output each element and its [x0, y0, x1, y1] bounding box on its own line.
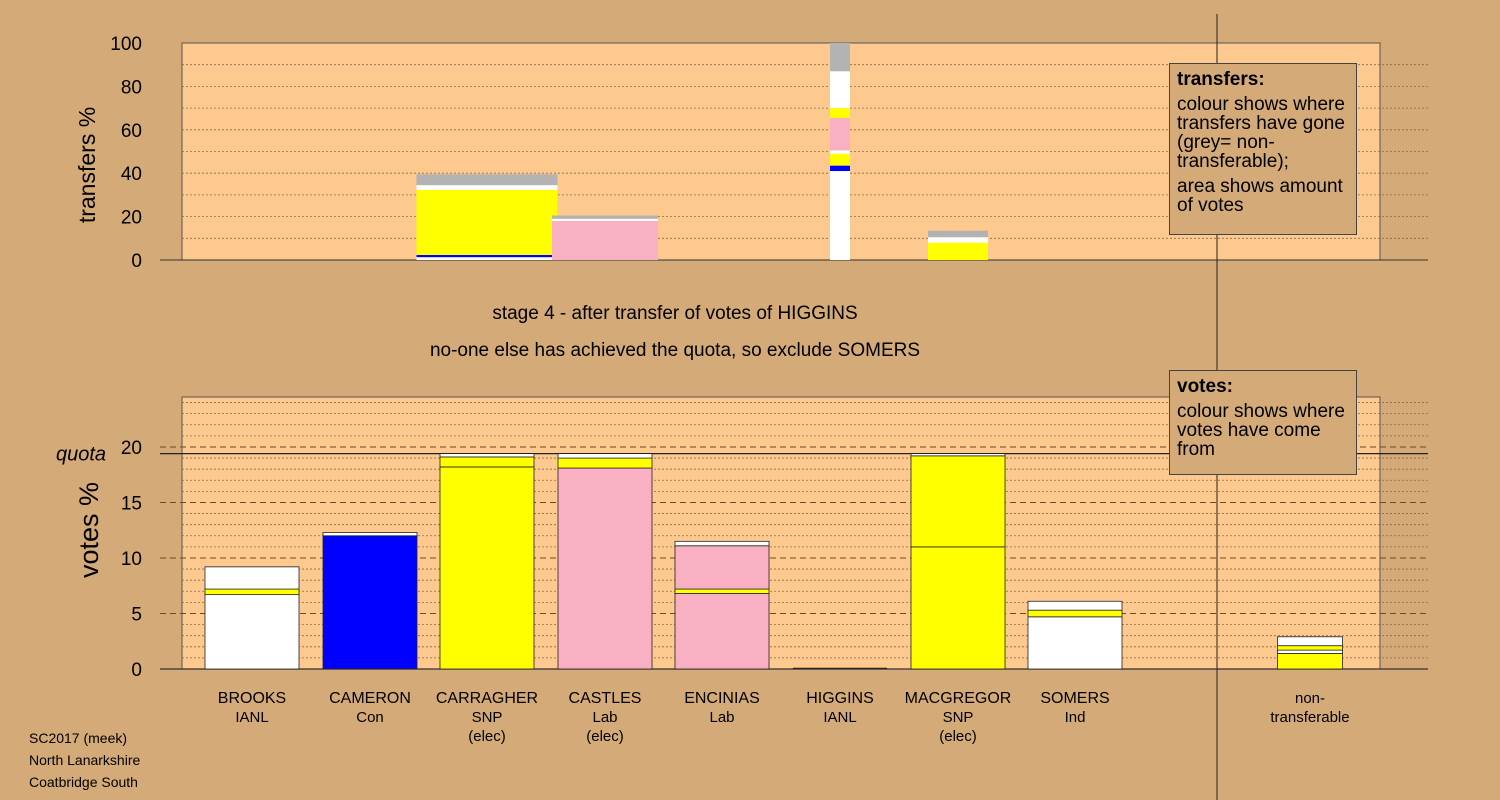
- transfer-bar-segment-higgins: [830, 108, 850, 118]
- quota-label: quota: [56, 444, 106, 466]
- credit-line-1: SC2017 (meek): [29, 730, 128, 746]
- transfer-bar-segment-higgins: [830, 117, 850, 151]
- vote-bar-segment-encinias: [674, 593, 770, 670]
- vote-bar-segment-somers: [1027, 600, 1123, 611]
- vote-bar-segment-castles: [557, 453, 653, 459]
- vote-bar-segment-castles: [557, 457, 653, 469]
- vote-bar-segment-macgregor: [910, 546, 1006, 670]
- category-label-cameron: CAMERON: [329, 690, 411, 707]
- category-label-cameron: Con: [356, 709, 384, 726]
- vote-bar-segment-brooks: [204, 594, 300, 670]
- vote-bar-segment-brooks: [204, 566, 300, 590]
- category-label-non-transferable: transferable: [1270, 709, 1349, 726]
- vote-bar-segment-brooks: [204, 588, 300, 596]
- category-label-non-transferable: non-: [1295, 690, 1325, 707]
- transfer-bar-segment-higgins: [830, 150, 850, 154]
- category-label-somers: SOMERS: [1040, 690, 1109, 707]
- top-y-axis-label: transfers %: [74, 107, 100, 223]
- vote-bar-segment-somers: [1027, 609, 1123, 618]
- category-label-somers: Ind: [1065, 709, 1086, 726]
- vote-bar-segment-non-transferable: [1277, 649, 1343, 654]
- vote-bar-segment-encinias: [674, 540, 770, 547]
- bottom-y-tick-label: 0: [131, 660, 142, 681]
- category-label-castles: Lab: [592, 709, 617, 726]
- category-label-castles: (elec): [586, 728, 624, 745]
- transfer-bar-segment-higgins: [830, 171, 850, 260]
- category-label-macgregor: SNP: [943, 709, 974, 726]
- transfer-bar-segment-higgins: [830, 43, 850, 72]
- legend-transfers-text2: area shows amount of votes: [1177, 176, 1343, 216]
- category-label-carragher: CARRAGHER: [436, 690, 538, 707]
- bottom-y-tick-label: 5: [131, 604, 142, 625]
- transfer-bar-segment-carragher: [416, 174, 558, 186]
- transfer-bar-segment-higgins: [830, 71, 850, 109]
- vote-bar-segment-encinias: [674, 545, 770, 590]
- legend-votes: votes: colour shows where votes have com…: [1169, 370, 1357, 475]
- vote-bar-segment-carragher: [439, 466, 535, 670]
- top-y-tick-label: 80: [121, 77, 142, 98]
- legend-transfers: transfers: colour shows where transfers …: [1169, 63, 1357, 235]
- vote-bar-segment-carragher: [439, 456, 535, 468]
- category-label-higgins: IANL: [823, 709, 856, 726]
- legend-votes-title: votes:: [1177, 376, 1233, 397]
- vote-bar-segment-castles: [557, 467, 653, 670]
- transfer-bar-segment-macgregor: [928, 237, 988, 243]
- stage-line-2: no-one else has achieved the quota, so e…: [429, 340, 921, 361]
- vote-bar-segment-cameron: [322, 532, 418, 537]
- transfer-bar-segment-higgins: [830, 165, 850, 172]
- credit-line-3: Coatbridge South: [29, 774, 138, 790]
- vote-bar-segment-encinias: [674, 588, 770, 594]
- category-label-carragher: SNP: [472, 709, 503, 726]
- transfer-bar-segment-macgregor: [928, 242, 988, 260]
- stage-line-1: stage 4 - after transfer of votes of HIG…: [492, 303, 858, 324]
- bottom-y-axis-label: votes %: [74, 482, 104, 578]
- top-y-tick-label: 20: [121, 208, 142, 229]
- vote-bar-segment-macgregor: [910, 455, 1006, 548]
- bottom-y-tick-label: 10: [121, 549, 142, 570]
- category-label-encinias: Lab: [709, 709, 734, 726]
- category-label-macgregor: MACGREGOR: [905, 690, 1012, 707]
- transfer-bar-segment-carragher: [416, 257, 558, 260]
- transfer-bar-segment-higgins: [830, 153, 850, 166]
- vote-bar-segment-non-transferable: [1277, 645, 1343, 651]
- category-label-castles: CASTLES: [569, 690, 642, 707]
- vote-bar-segment-non-transferable: [1277, 636, 1343, 647]
- credit-line-2: North Lanarkshire: [29, 752, 141, 768]
- transfer-bar-segment-castles: [552, 218, 658, 221]
- category-label-brooks: IANL: [235, 709, 268, 726]
- bottom-y-tick-label: 20: [121, 438, 142, 459]
- transfer-bar-segment-castles: [552, 215, 658, 219]
- legend-transfers-title: transfers:: [1177, 69, 1265, 90]
- vote-bar-segment-cameron: [322, 535, 418, 670]
- legend-votes-text1: colour shows where votes have come from: [1177, 401, 1345, 460]
- top-y-tick-label: 100: [110, 34, 142, 55]
- vote-bar-segment-macgregor: [910, 453, 1006, 457]
- legend-transfers-text1: colour shows where transfers have gone (…: [1177, 94, 1345, 172]
- top-y-tick-label: 0: [131, 251, 142, 272]
- vote-bar-segment-carragher: [439, 453, 535, 458]
- vote-bar-segment-non-transferable: [1277, 653, 1343, 670]
- bottom-y-tick-label: 15: [121, 493, 142, 514]
- category-label-brooks: BROOKS: [218, 690, 286, 707]
- transfer-bar-segment-macgregor: [928, 230, 988, 238]
- vote-bar-segment-somers: [1027, 616, 1123, 670]
- transfer-bar-segment-carragher: [416, 255, 558, 258]
- category-label-higgins: HIGGINS: [806, 690, 874, 707]
- transfer-bar-segment-castles: [552, 220, 658, 260]
- transfer-bar-segment-carragher: [416, 185, 558, 190]
- category-label-carragher: (elec): [468, 728, 506, 745]
- category-label-macgregor: (elec): [939, 728, 977, 745]
- transfer-bar-segment-carragher: [416, 189, 558, 248]
- transfer-bar-segment-carragher: [416, 247, 558, 256]
- category-label-encinias: ENCINIAS: [684, 690, 760, 707]
- top-y-tick-label: 60: [121, 121, 142, 142]
- top-y-tick-label: 40: [121, 164, 142, 185]
